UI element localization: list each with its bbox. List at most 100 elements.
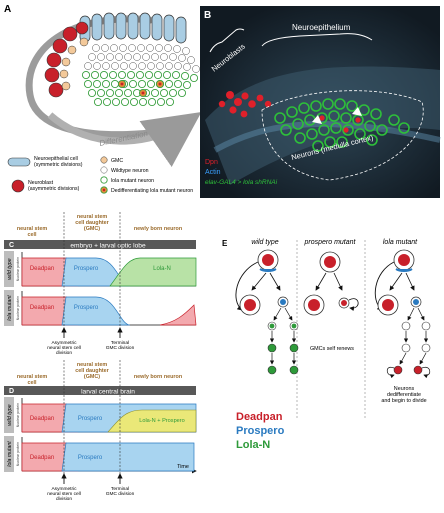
legend-dpn: Dpn (205, 159, 218, 166)
e-note-lola-line1: Neurons (394, 386, 415, 392)
d-col-gmc-line1: neural stem (77, 362, 107, 368)
e-col-prospero: prospero mutant (304, 239, 357, 246)
d-wt-lola-prospero-area (107, 409, 197, 433)
d-header-text: larval central brain (81, 389, 135, 396)
legend-gmc-swatch (100, 156, 108, 164)
c-col-stem-line2: cell (28, 232, 37, 238)
wildtype-neuron-grid (84, 44, 200, 73)
dpn-cells (218, 91, 272, 118)
neuroblast-cell (52, 38, 68, 54)
c-col-gmc-line1: neural stem (77, 214, 107, 220)
c-event1-line1: Asymmetric (51, 340, 77, 346)
lola-neuron-grid (81, 70, 199, 107)
legend-lola-label: lola mutant neuron (111, 178, 154, 184)
neuroepithelial-cell (139, 12, 151, 40)
c-header-text: embryo + larval optic lobe (70, 243, 146, 250)
c-wt-ylabel: Nuclear protein (16, 257, 20, 281)
d-wt-lola-prospero-label: Lola-N + Prospero (139, 418, 185, 424)
panel-a: A Differentiation (4, 4, 202, 194)
c-col-gmc-line2: cell daughter (75, 220, 109, 226)
c-mut-deadpan-label: Deadpan (30, 305, 54, 311)
c-col-gmc-line3: (GMC) (84, 226, 100, 232)
legend-wt-swatch (100, 166, 108, 174)
e-note-lola-line3: and begin to divide (381, 398, 426, 404)
legend-neuroepithelial-label: Neuroepithelial cell (symmetric divisions… (34, 156, 83, 168)
legend-neuroblast-label: Neuroblast (asymmetric divisions) (28, 180, 80, 192)
legend-neuroepithelial-swatch (7, 157, 31, 167)
d-mut-side-label: lola mutant (7, 441, 13, 467)
neuroepithelium-row (79, 12, 187, 44)
legend-actin: Actin (205, 169, 221, 176)
legend-neuroblast-swatch (11, 179, 25, 193)
c-event2-line2: GMC division (106, 345, 135, 351)
d-event1-line2: neural stem cell (47, 491, 81, 497)
c-col-neuron: newly born neuron (134, 226, 182, 232)
neuroblast-cell (75, 21, 89, 35)
d-wt-side-label: wild type (7, 404, 13, 425)
dediff-cells (319, 115, 361, 133)
d-wt-side (4, 397, 14, 433)
panel-b-label: B (204, 10, 211, 21)
c-event1-line2: neural stem cell (47, 345, 81, 351)
d-event2-line1: Terminal (111, 486, 129, 492)
panel-b: B (200, 6, 441, 198)
neuroblast-cell (44, 67, 60, 83)
arrowhead-2 (352, 107, 362, 116)
e-lola-lineage: Neurons dedifferentiate and begin to divid… (374, 249, 431, 404)
d-event2: Terminal GMC division (106, 486, 135, 497)
d-col-neuron: newly born neuron (134, 374, 182, 380)
c-mut-prospero-area (61, 296, 131, 326)
e-col-wildtype: wild type (251, 239, 278, 246)
e-legend-prospero: Prospero (236, 425, 285, 437)
d-col-stem: neural stem cell (17, 374, 47, 386)
neuroepithelial-cell (103, 12, 115, 40)
neuroblast-column (44, 21, 89, 98)
d-wt-prospero-label: Prospero (78, 416, 103, 422)
d-header-bar (4, 386, 196, 395)
d-col-stem-line2: cell (28, 380, 37, 386)
e-legend-deadpan: Deadpan (236, 411, 283, 423)
neuroblasts-bracket (209, 28, 245, 53)
d-event2-line2: GMC division (106, 491, 135, 497)
panel-c: neural stem cell neural stem cell daughter… (4, 212, 197, 356)
panel-e: E wild type prospero mutant lola mutant (222, 239, 431, 451)
d-time-label: Time (177, 464, 189, 470)
d-col-stem-line1: neural stem (17, 374, 47, 380)
neuroepithelium-label: Neuroepithelium (292, 23, 351, 32)
c-event1: Asymmetric neural stem cell division (47, 340, 81, 356)
neuroepithelial-cell (91, 13, 103, 41)
medulla-outline (261, 90, 424, 181)
d-wt-ylabel: Nuclear protein (16, 403, 20, 427)
d-col-gmc-line3: (GMC) (84, 374, 100, 380)
e-note-lola-line2: dedifferentiate (387, 392, 421, 398)
d-panel-label: D (9, 388, 14, 395)
arrowhead-1 (312, 115, 322, 124)
c-col-stem: neural stem cell (17, 226, 47, 238)
neuroblast-cell (62, 26, 78, 42)
legend-neuroepithelial-line1: Neuroepithelial cell (34, 156, 78, 162)
legend-wt-label: Wildtype neuron (111, 168, 149, 174)
c-wt-deadpan-label: Deadpan (30, 266, 54, 272)
c-wt-lola-label: Lola-N (153, 266, 171, 272)
c-panel-label: C (9, 242, 14, 249)
neuroepithelial-cell (115, 12, 127, 40)
e-note-prospero: GMCs self renews (310, 346, 354, 352)
neuroblast-cell (46, 52, 62, 68)
panel-a-label: A (4, 4, 11, 15)
d-event1-line3: division (56, 496, 72, 502)
c-event2-line1: Terminal (111, 340, 129, 346)
d-mut-deadpan-label: Deadpan (30, 455, 54, 461)
panel-a-legend: Neuroepithelial cell (symmetric divisions… (7, 156, 193, 194)
c-mut-prospero-label: Prospero (74, 305, 99, 311)
panel-e-label: E (222, 239, 228, 248)
c-wt-side (4, 251, 14, 287)
d-mut-prospero-label: Prospero (78, 455, 103, 461)
c-event2: Terminal GMC division (106, 340, 135, 351)
neuroepithelial-cell (175, 16, 187, 44)
d-col-gmc-line2: cell daughter (75, 368, 109, 374)
legend-neuroblast-line2: (asymmetric divisions) (28, 186, 80, 192)
c-header-bar (4, 240, 196, 249)
d-event1-line1: Asymmetric (51, 486, 77, 492)
c-mut-deadpan-return (159, 304, 197, 326)
